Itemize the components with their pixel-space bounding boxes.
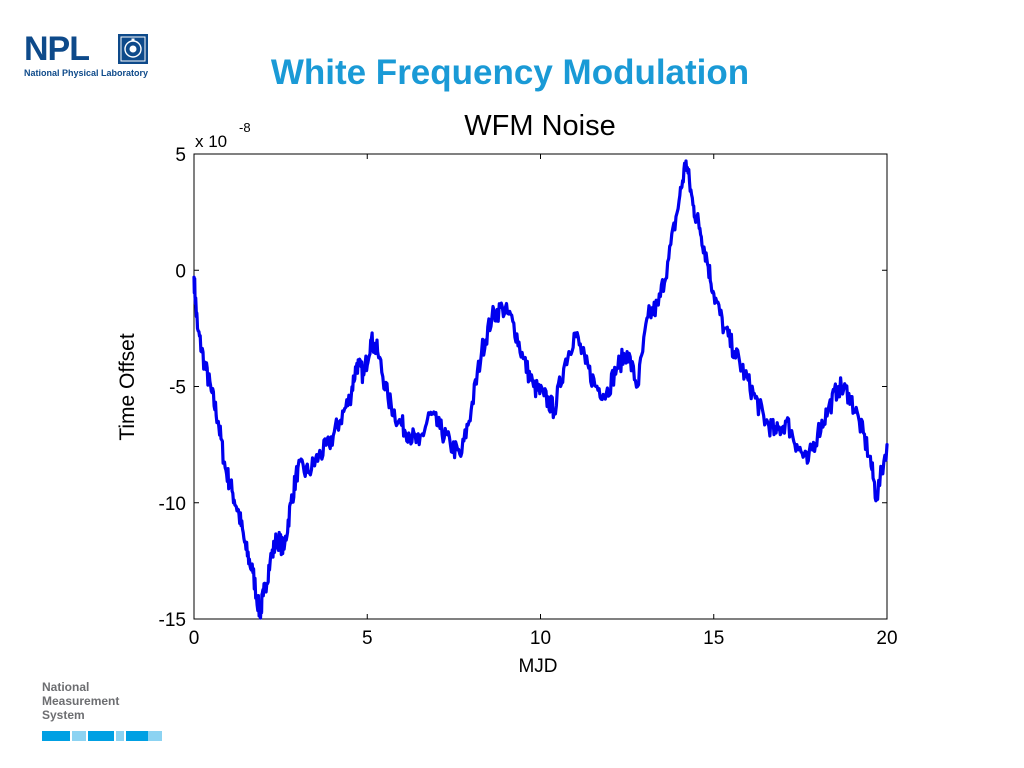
chart-title: WFM Noise	[464, 110, 615, 142]
npl-wordmark: NPL	[24, 30, 90, 68]
nms-line-2: Measurement	[42, 694, 120, 708]
axis-scale-exponent: -8	[239, 120, 251, 135]
plot-area-frame	[193, 153, 888, 620]
nms-colour-bar-segment	[126, 731, 148, 741]
axis-scale-label: x 10	[195, 132, 227, 151]
x-tick-label: 0	[189, 628, 200, 649]
y-axis-label: Time Offset	[116, 333, 139, 441]
x-tick-label: 10	[530, 628, 551, 649]
nms-colour-bar-segment	[88, 731, 114, 741]
npl-crest-icon	[118, 34, 148, 64]
x-tick-label: 5	[362, 628, 373, 649]
y-tick-label: 0	[175, 261, 186, 282]
axis-ticks: 0 5 10 15 20 5 0 -5 -10 -15	[159, 145, 898, 649]
x-axis-label: MJD	[518, 656, 557, 677]
nms-colour-bar-segment	[148, 731, 162, 741]
slide-title: White Frequency Modulation	[270, 53, 750, 92]
nms-line-1: National	[42, 680, 90, 694]
y-tick-label: -5	[169, 378, 186, 399]
nms-colour-bar-segment	[42, 731, 70, 741]
y-tick-label: -10	[159, 494, 186, 515]
npl-logo: NPL National Physical Laboratory	[24, 32, 150, 80]
x-tick-label: 15	[703, 628, 724, 649]
nms-colour-bar-segment	[72, 731, 86, 741]
y-tick-label: 5	[175, 145, 186, 166]
npl-subtitle: National Physical Laboratory	[24, 68, 149, 78]
nms-line-3: System	[42, 708, 85, 722]
nms-logo: National Measurement System	[42, 680, 172, 746]
x-tick-label: 20	[876, 628, 897, 649]
y-tick-label: -15	[159, 610, 186, 631]
series-line-time-offset	[192, 159, 889, 620]
nms-colour-bar-segment	[116, 731, 124, 741]
